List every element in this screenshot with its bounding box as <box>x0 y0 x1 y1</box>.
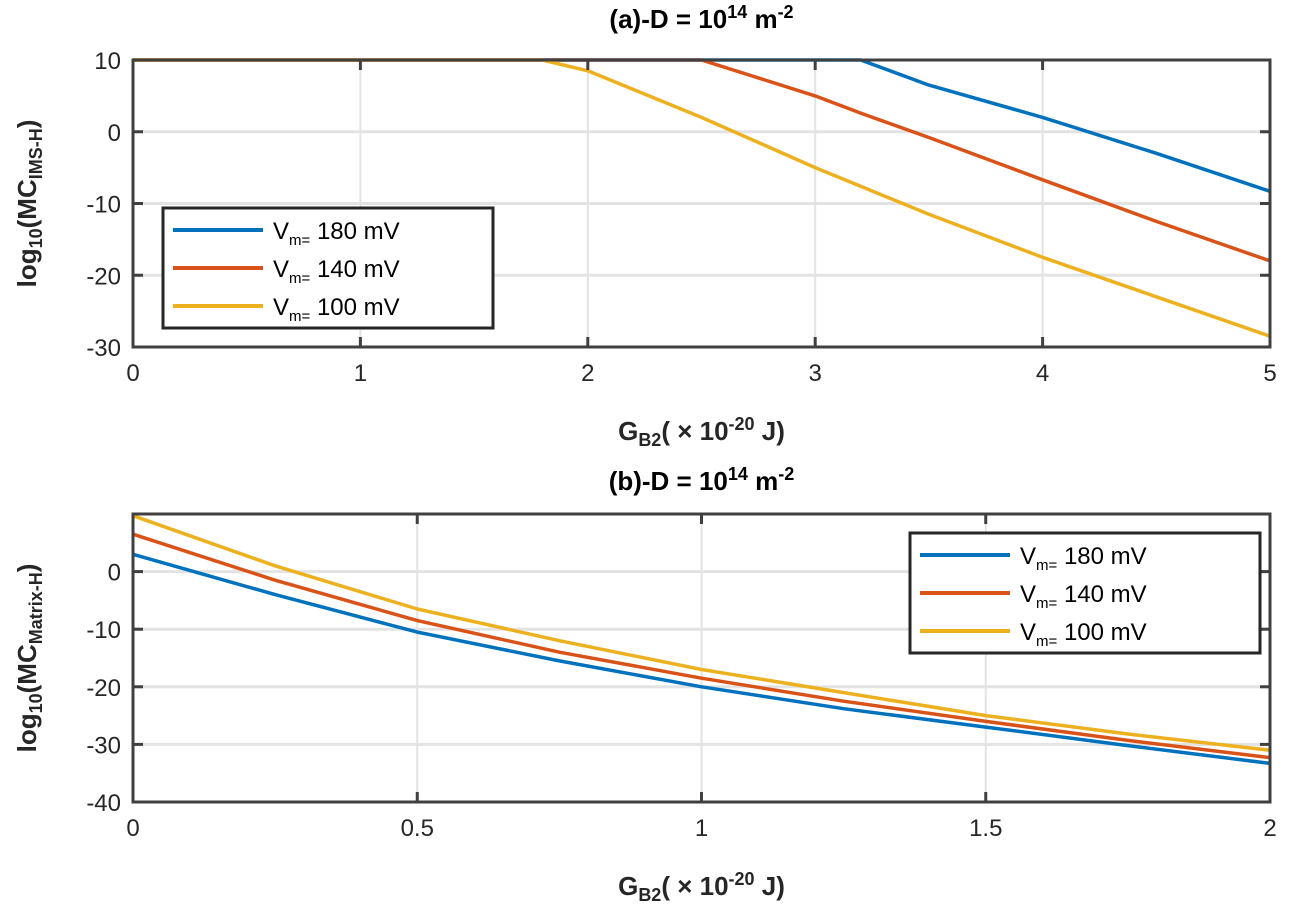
y-axis-label: log10(MCMatrix-H) <box>12 564 46 753</box>
legend-entry: Vm= 180 mV <box>1020 543 1147 574</box>
x-tick-label: 2 <box>581 360 594 387</box>
y-axis-label: log10(MCIMS-H) <box>12 120 46 288</box>
legend: Vm= 180 mV Vm= 140 mV Vm= 100 mV <box>908 531 1262 655</box>
x-tick-label: 4 <box>1036 360 1049 387</box>
x-tick-label: 0 <box>126 360 139 387</box>
x-tick-label: 0 <box>126 815 139 842</box>
chart-title: (a)-D = 1014 m-2 <box>609 2 793 34</box>
legend-entry: Vm= 140 mV <box>1020 581 1147 612</box>
y-tick-label: -40 <box>86 790 121 817</box>
x-tick-label: 2 <box>1263 815 1276 842</box>
y-tick-label: 0 <box>108 120 121 147</box>
y-tick-label: -30 <box>86 335 121 362</box>
series-line-1 <box>132 552 1271 766</box>
series-line-1 <box>133 58 1271 193</box>
x-axis-label: GB2( × 10-20 J) <box>618 869 785 905</box>
y-tick-label: -30 <box>86 732 121 759</box>
legend-entry: Vm= 180 mV <box>273 218 400 249</box>
x-tick-label: 1 <box>695 815 708 842</box>
legend-entry: Vm= 140 mV <box>273 256 400 287</box>
y-tick-label: -10 <box>86 617 121 644</box>
y-tick-label: -20 <box>86 675 121 702</box>
x-tick-label: 0.5 <box>401 815 434 842</box>
legend-entry: Vm= 100 mV <box>273 294 400 325</box>
chart-b: 0 0.5 1 1.5 2 0 -10 -20 -30 -40 (b)-D = 1014 m-2 GB… <box>12 464 1277 905</box>
series-line-3 <box>132 514 1271 752</box>
x-tick-label: 5 <box>1263 360 1276 387</box>
x-axis-label: GB2( × 10-20 J) <box>618 414 785 450</box>
legend-entry: Vm= 100 mV <box>1020 619 1147 650</box>
x-tick-label: 3 <box>809 360 822 387</box>
y-tick-label: -10 <box>86 192 121 219</box>
chart-title: (b)-D = 1014 m-2 <box>609 464 795 496</box>
legend: Vm= 180 mV Vm= 140 mV Vm= 100 mV <box>161 206 495 330</box>
x-tick-label: 1 <box>354 360 367 387</box>
x-tick-label: 1.5 <box>969 815 1002 842</box>
y-tick-label: 10 <box>94 48 121 75</box>
y-tick-label: 0 <box>108 560 121 587</box>
series-line-2 <box>132 532 1271 760</box>
y-tick-label: -20 <box>86 263 121 290</box>
chart-a: 0 1 2 3 4 5 10 0 -10 -20 -30 (a)-D = 1014 m-2 GB2( ×… <box>12 2 1277 450</box>
